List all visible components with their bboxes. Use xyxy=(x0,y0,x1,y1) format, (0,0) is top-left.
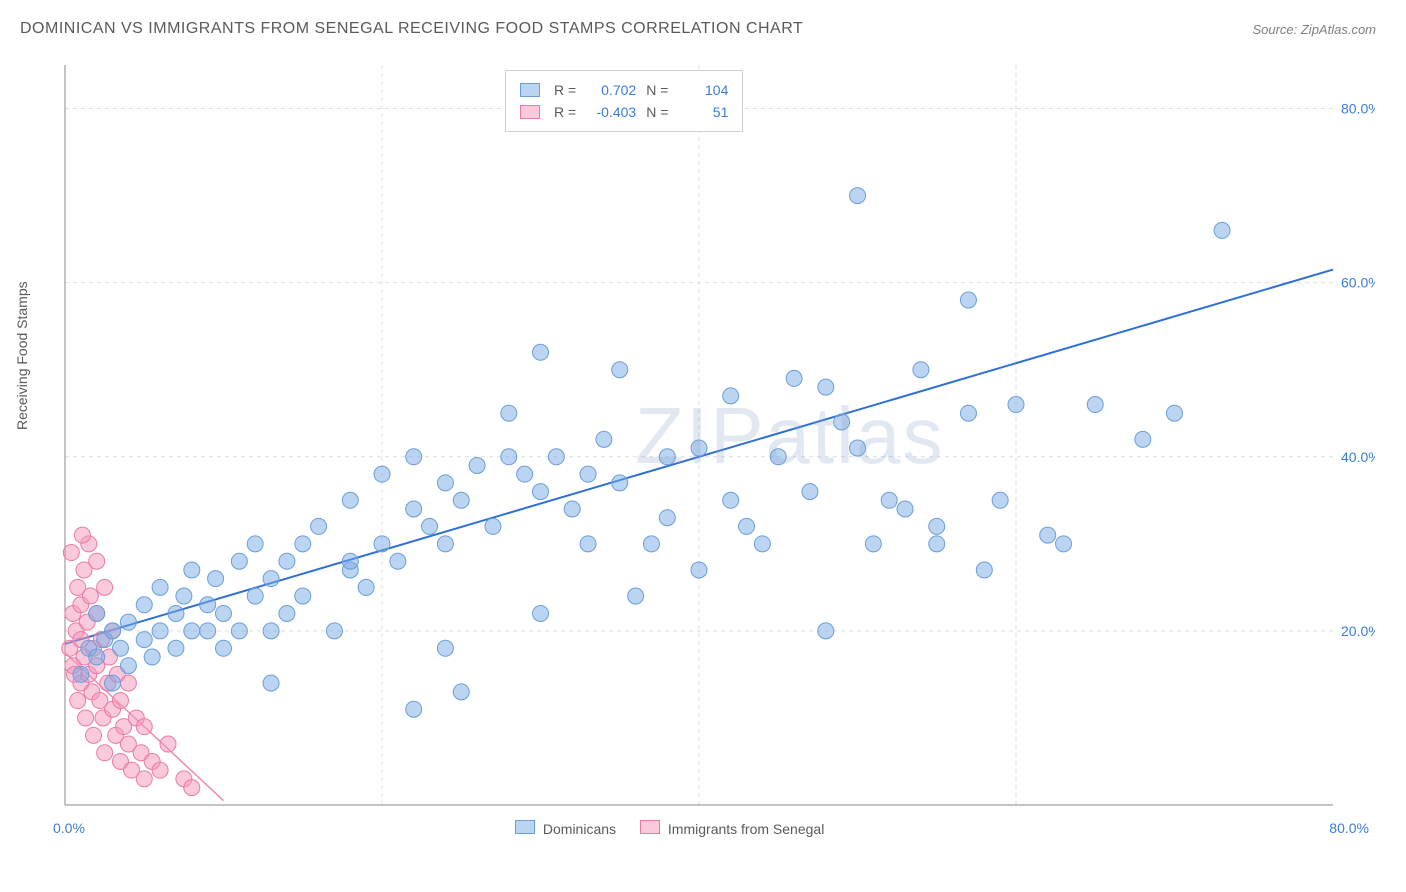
x-origin-label: 0.0% xyxy=(53,820,85,836)
correlation-legend: R = 0.702 N = 104 R = -0.403 N = 51 xyxy=(505,70,743,132)
r-label: R = xyxy=(554,101,576,123)
scatter-chart: 20.0% 40.0% 60.0% 80.0% xyxy=(55,50,1375,840)
swatch-dominicans xyxy=(520,83,540,97)
legend-row-dominicans: R = 0.702 N = 104 xyxy=(520,79,728,101)
chart-title: DOMINICAN VS IMMIGRANTS FROM SENEGAL REC… xyxy=(20,20,803,38)
chart-container: 20.0%40.0%60.0%80.0% ZIPatlas R = 0.702 … xyxy=(55,50,1375,840)
source-credit: Source: ZipAtlas.com xyxy=(1252,22,1376,37)
legend-label: Dominicans xyxy=(543,821,616,837)
legend-item-dominicans: Dominicans xyxy=(515,820,616,837)
r-value-b: -0.403 xyxy=(586,101,636,123)
legend-label: Immigrants from Senegal xyxy=(668,821,824,837)
y-axis-label: Receiving Food Stamps xyxy=(14,281,30,430)
swatch-senegal xyxy=(520,105,540,119)
n-value-b: 51 xyxy=(678,101,728,123)
series-legend: Dominicans Immigrants from Senegal xyxy=(515,820,824,837)
svg-text:60.0%: 60.0% xyxy=(1341,275,1375,291)
n-label: N = xyxy=(646,101,668,123)
n-value-a: 104 xyxy=(678,79,728,101)
swatch-senegal xyxy=(640,820,660,834)
svg-text:20.0%: 20.0% xyxy=(1341,623,1375,639)
legend-item-senegal: Immigrants from Senegal xyxy=(640,820,824,837)
swatch-dominicans xyxy=(515,820,535,834)
svg-text:40.0%: 40.0% xyxy=(1341,449,1375,465)
legend-row-senegal: R = -0.403 N = 51 xyxy=(520,101,728,123)
n-label: N = xyxy=(646,79,668,101)
r-value-a: 0.702 xyxy=(586,79,636,101)
x-max-label: 80.0% xyxy=(1329,820,1369,836)
svg-text:80.0%: 80.0% xyxy=(1341,101,1375,117)
r-label: R = xyxy=(554,79,576,101)
